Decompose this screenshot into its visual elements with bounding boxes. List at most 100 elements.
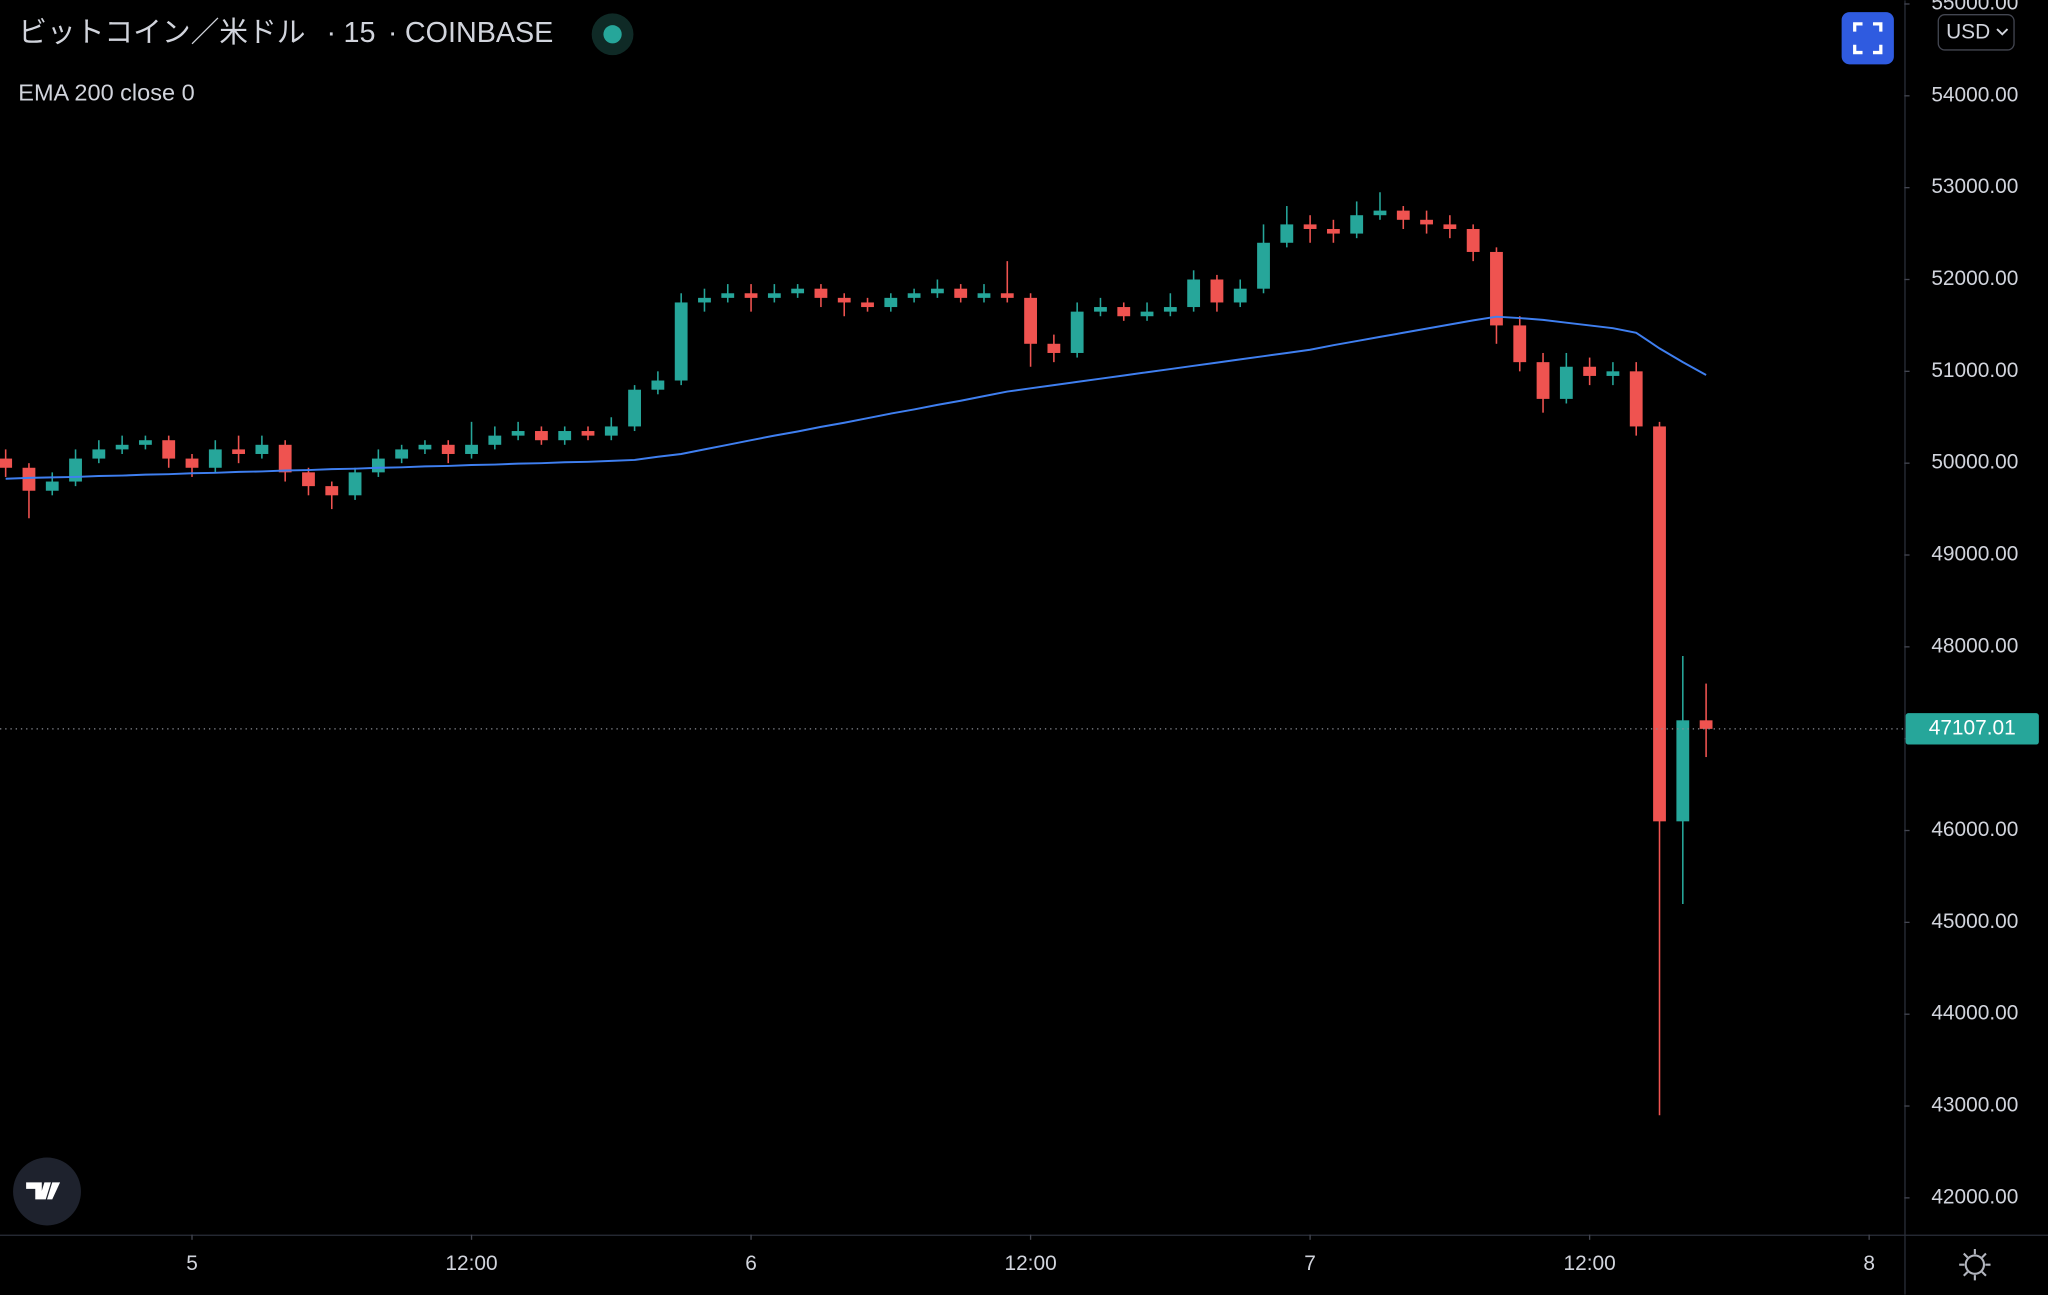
candle-body xyxy=(628,389,641,427)
candle-body xyxy=(931,288,944,294)
candle-body xyxy=(395,449,409,459)
candle-body xyxy=(1443,224,1457,229)
market-status-dot xyxy=(603,25,622,44)
tv-logo-mark xyxy=(26,1182,61,1200)
y-tick-label: 42000.00 xyxy=(1931,1185,2018,1208)
x-tick-label: 8 xyxy=(1863,1252,1875,1275)
x-tick-label: 12:00 xyxy=(1564,1252,1616,1275)
candle-body xyxy=(1303,224,1317,229)
y-tick-label: 54000.00 xyxy=(1931,83,2018,106)
candle-body xyxy=(139,440,152,445)
ema-line xyxy=(5,315,1707,480)
candle-body xyxy=(1070,311,1084,353)
candle-body xyxy=(1653,426,1666,822)
candle-body xyxy=(954,288,968,298)
candle-body xyxy=(1187,279,1201,308)
separator: · xyxy=(388,17,398,49)
candle-body xyxy=(208,449,222,468)
candle-body xyxy=(1233,288,1247,303)
candle-body xyxy=(861,302,874,308)
candle-body xyxy=(837,297,851,303)
y-tick-label: 43000.00 xyxy=(1931,1094,2018,1117)
snapshot-icon xyxy=(1853,22,1883,55)
axes: 42000.00 43000.00 44000.00 45000.00 46000.00… xyxy=(186,0,2039,1275)
y-tick-label: 53000.00 xyxy=(1931,175,2018,198)
y-tick-label: 46000.00 xyxy=(1931,818,2018,841)
y-tick-label: 55000.00 xyxy=(1931,0,2018,15)
candle-body xyxy=(1000,293,1014,298)
candle-body xyxy=(1326,228,1340,234)
candle-body xyxy=(441,444,455,454)
currency-chevron xyxy=(1996,28,2009,36)
candle-body xyxy=(185,458,199,468)
snapshot-button[interactable] xyxy=(1841,12,1894,65)
candle-body xyxy=(348,472,362,496)
candle-body xyxy=(162,440,176,459)
candle-body xyxy=(1699,720,1713,729)
candle-body xyxy=(232,449,246,454)
candle-body xyxy=(581,431,595,436)
candle-body xyxy=(69,458,82,482)
candle-body xyxy=(791,288,805,294)
candle-body xyxy=(814,288,828,298)
y-tick-label: 52000.00 xyxy=(1931,267,2018,290)
candle-body xyxy=(511,431,525,436)
y-tick-label: 51000.00 xyxy=(1931,359,2018,382)
y-tick-label: 44000.00 xyxy=(1931,1002,2018,1025)
candle-body xyxy=(1606,371,1620,376)
candle-body xyxy=(977,293,991,298)
candle-body xyxy=(418,444,432,450)
candle-body xyxy=(1117,307,1131,317)
last-price-tag xyxy=(1905,713,2039,745)
candle-body xyxy=(907,293,921,298)
candle-body xyxy=(884,297,898,308)
candle-body xyxy=(1420,219,1433,225)
candle-body xyxy=(1513,325,1527,363)
candle-body xyxy=(1350,215,1364,234)
candle-body xyxy=(22,467,36,491)
last-price-label: 47107.01 xyxy=(1929,716,2016,739)
candle-body xyxy=(278,444,292,473)
candle-body xyxy=(1024,297,1037,344)
candle-body xyxy=(674,302,688,381)
candle-body xyxy=(744,293,758,298)
candle-body xyxy=(325,486,339,496)
candle-body xyxy=(1583,366,1597,376)
candle-body xyxy=(1629,371,1643,427)
x-tick-label: 6 xyxy=(745,1252,757,1275)
gear-teeth xyxy=(1959,1248,1991,1281)
candle-body xyxy=(371,458,385,473)
candle-body xyxy=(1163,307,1177,312)
candle-body xyxy=(721,293,735,298)
candle-body xyxy=(45,481,59,491)
plot-area xyxy=(0,192,1905,1116)
candle-body xyxy=(1559,366,1573,399)
candle-body xyxy=(1094,307,1107,312)
candle-body xyxy=(115,444,129,450)
currency-button[interactable] xyxy=(1937,14,2015,51)
candle-body xyxy=(1490,251,1503,326)
candle-body xyxy=(1210,279,1224,303)
settings-icon[interactable] xyxy=(1959,1248,1991,1281)
candle-body xyxy=(535,431,548,441)
x-tick-label: 12:00 xyxy=(1004,1252,1056,1275)
y-tick-label: 45000.00 xyxy=(1931,910,2018,933)
indicator-legend: EMA 200 close 0 xyxy=(18,80,194,106)
candle-body xyxy=(92,449,106,459)
y-tick-label: 50000.00 xyxy=(1931,451,2018,474)
candle-body xyxy=(465,444,478,454)
candle-body xyxy=(1396,210,1410,220)
candle-body xyxy=(1466,228,1480,252)
candle-body xyxy=(1047,343,1061,353)
candle-body xyxy=(767,293,781,298)
candle-body xyxy=(1676,720,1690,822)
candle-body xyxy=(651,380,665,390)
x-tick-label: 12:00 xyxy=(445,1252,497,1275)
candle-body xyxy=(1280,224,1294,243)
symbol-title: ビットコイン／米ドル xyxy=(18,17,305,49)
x-tick-label: 5 xyxy=(186,1252,198,1275)
candle-body xyxy=(0,458,13,468)
